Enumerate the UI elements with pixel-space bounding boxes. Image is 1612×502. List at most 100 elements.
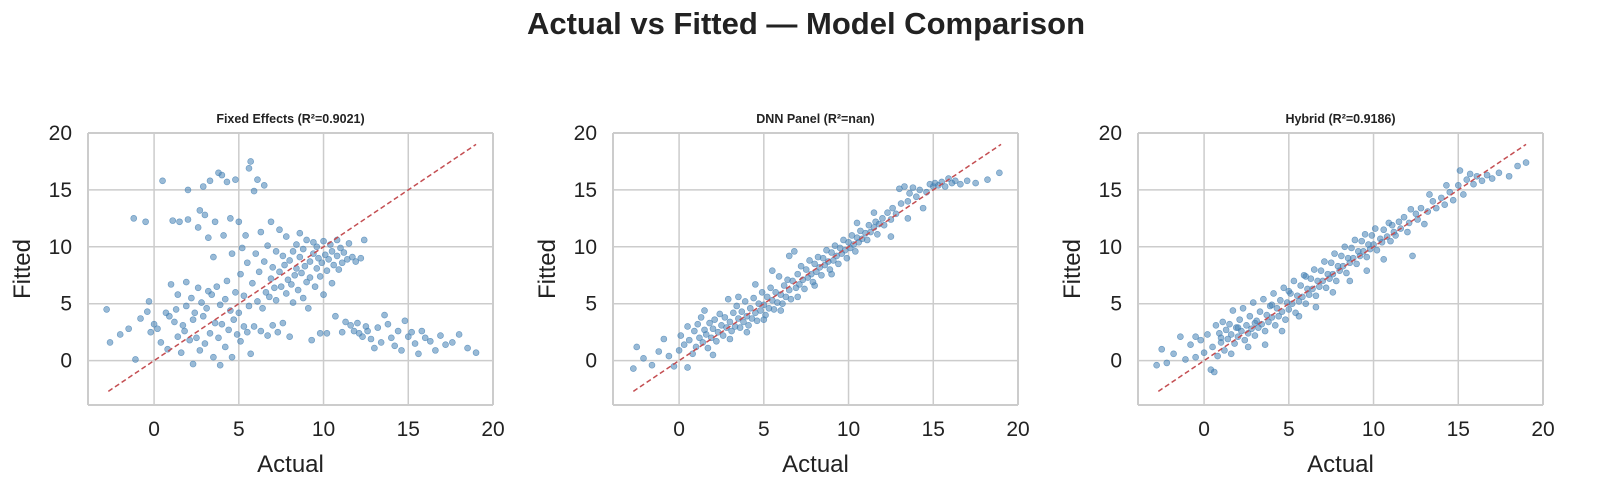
- data-point: [316, 273, 324, 280]
- y-tick-label: 10: [1099, 236, 1122, 259]
- data-point: [677, 332, 685, 339]
- data-point: [1514, 162, 1521, 170]
- data-point: [904, 215, 912, 222]
- data-point: [208, 291, 216, 298]
- data-point: [1244, 343, 1252, 351]
- data-point: [648, 361, 656, 369]
- data-point: [909, 184, 917, 191]
- data-point: [421, 334, 429, 342]
- data-point: [768, 267, 776, 275]
- data-point: [972, 179, 979, 187]
- y-tick-label: 15: [1099, 179, 1122, 202]
- data-point: [220, 232, 227, 239]
- data-point: [1380, 256, 1388, 263]
- data-point: [211, 319, 219, 327]
- data-point: [913, 193, 920, 201]
- data-point: [1522, 159, 1530, 166]
- data-point: [1265, 318, 1272, 326]
- data-point: [337, 244, 344, 252]
- data-point: [442, 341, 449, 348]
- y-axis-label: Fitted: [534, 239, 561, 299]
- data-point: [145, 298, 153, 305]
- data-point: [418, 327, 426, 335]
- data-point: [223, 277, 231, 285]
- data-point: [1466, 170, 1474, 178]
- data-point: [828, 270, 835, 278]
- data-point: [294, 286, 302, 294]
- data-point: [752, 281, 759, 288]
- x-axis-label: Actual: [782, 451, 849, 478]
- y-tick-label: 0: [585, 350, 597, 373]
- data-point: [181, 327, 188, 335]
- data-point: [367, 335, 375, 343]
- data-point: [381, 311, 388, 319]
- data-point: [1261, 327, 1269, 335]
- y-tick-label: 5: [1110, 293, 1122, 316]
- data-point: [984, 176, 991, 183]
- data-point: [342, 318, 349, 326]
- data-point: [1429, 197, 1437, 205]
- data-point: [1380, 226, 1388, 234]
- data-point: [1446, 188, 1454, 196]
- data-point: [282, 233, 290, 240]
- data-point: [746, 304, 754, 312]
- data-point: [916, 186, 924, 194]
- data-point: [1212, 322, 1220, 329]
- data-point: [775, 273, 783, 280]
- data-point: [863, 236, 871, 244]
- data-point: [243, 259, 251, 267]
- data-point: [1290, 277, 1298, 285]
- data-point: [276, 226, 283, 234]
- data-point: [266, 293, 273, 301]
- data-point: [250, 187, 258, 195]
- data-point: [818, 271, 825, 279]
- data-point: [806, 257, 813, 264]
- data-point: [315, 254, 322, 262]
- x-tick-label: 20: [1531, 418, 1554, 441]
- data-point: [1388, 221, 1396, 229]
- data-point: [272, 248, 280, 255]
- data-point: [733, 302, 741, 310]
- x-tick-label: 20: [481, 418, 504, 441]
- data-point: [1251, 332, 1259, 339]
- data-point: [1505, 172, 1513, 180]
- data-point: [1214, 352, 1221, 360]
- data-point: [1260, 295, 1267, 303]
- data-point: [738, 308, 746, 315]
- data-point: [281, 261, 288, 269]
- data-point: [1363, 253, 1371, 261]
- data-point: [304, 304, 312, 312]
- y-tick-label: 10: [49, 236, 72, 259]
- data-point: [310, 238, 317, 246]
- data-point: [1353, 260, 1360, 268]
- x-tick-label: 5: [233, 418, 245, 441]
- data-point: [1317, 267, 1325, 275]
- data-point: [884, 209, 891, 216]
- data-point: [279, 252, 287, 260]
- data-point: [1278, 327, 1286, 335]
- data-point: [333, 252, 341, 260]
- data-point: [1454, 182, 1462, 189]
- data-point: [449, 339, 456, 346]
- data-point: [757, 307, 764, 314]
- data-point: [1358, 237, 1365, 245]
- data-point: [291, 271, 299, 279]
- data-point: [225, 326, 232, 334]
- data-point: [262, 289, 270, 296]
- data-point: [230, 316, 238, 323]
- data-point: [221, 343, 229, 351]
- data-point: [269, 263, 277, 271]
- data-point: [719, 332, 727, 339]
- data-point: [1404, 228, 1411, 236]
- data-point: [357, 254, 365, 262]
- data-point: [221, 295, 229, 303]
- data-point: [1495, 169, 1503, 177]
- data-point: [201, 211, 209, 219]
- data-point: [675, 347, 683, 354]
- data-point: [1456, 167, 1464, 174]
- data-point: [257, 228, 265, 236]
- data-point: [906, 190, 913, 197]
- data-point: [269, 322, 277, 329]
- data-point: [166, 312, 173, 320]
